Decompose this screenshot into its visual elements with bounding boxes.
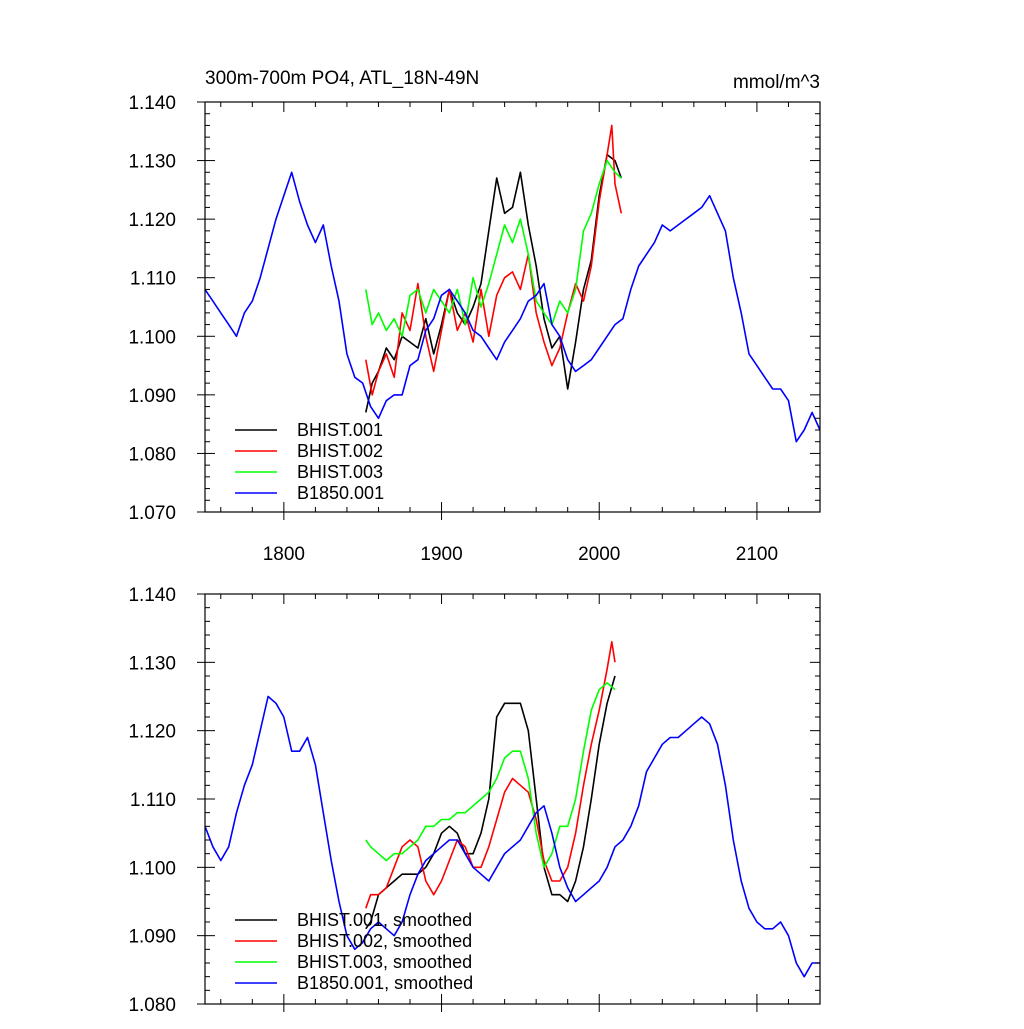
legend-label: BHIST.002 (297, 441, 383, 461)
legend-label: B1850.001, smoothed (297, 973, 473, 993)
x-tick-label: 2000 (578, 544, 620, 565)
units-label: mmol/m^3 (733, 72, 820, 93)
y-tick-label: 1.090 (128, 386, 176, 407)
x-tick-label: 1900 (420, 544, 462, 565)
series-line-1 (365, 124, 623, 396)
y-tick-label: 1.070 (128, 503, 176, 524)
legend-label: BHIST.001 (297, 420, 383, 440)
y-tick-label: 1.080 (128, 995, 176, 1016)
y-tick-label: 1.140 (128, 93, 176, 114)
plot-frame (204, 101, 821, 513)
legend-label: BHIST.001, smoothed (297, 910, 472, 930)
x-tick-label: 2100 (736, 544, 778, 565)
series-line-1 (365, 641, 616, 909)
y-tick-label: 1.090 (128, 927, 176, 948)
y-tick-label: 1.100 (128, 327, 176, 348)
y-tick-label: 1.120 (128, 210, 176, 231)
series-line-2 (365, 159, 622, 338)
y-tick-label: 1.130 (128, 152, 176, 173)
y-tick-label: 1.110 (130, 790, 176, 811)
legend-label: BHIST.003, smoothed (297, 952, 472, 972)
x-tick-label: 1800 (263, 544, 305, 565)
bottom-panel: 1.080 1.090 1.100 1.110 1.120 1.130 1.140 BHIST… (128, 585, 821, 1016)
y-tick-label: 1.100 (128, 858, 176, 879)
legend-label: BHIST.003 (297, 462, 383, 482)
y-tick-label: 1.140 (128, 585, 176, 606)
y-tick-label: 1.080 (128, 444, 176, 465)
series-line-0 (365, 153, 623, 413)
chart-title: 300m-700m PO4, ATL_18N-49N (205, 68, 479, 89)
y-tick-label: 1.130 (128, 653, 176, 674)
legend-label: BHIST.002, smoothed (297, 931, 472, 951)
series-line-3 (205, 171, 820, 443)
legend-label: B1850.001 (297, 483, 384, 503)
series-line-2 (365, 682, 616, 869)
y-tick-label: 1.120 (128, 722, 176, 743)
top-panel: 1800 1900 2000 2100 1.070 1.080 1.090 1.100 1.11… (128, 93, 821, 565)
series-line-0 (365, 675, 616, 930)
series-line-3 (205, 695, 820, 978)
y-tick-label: 1.110 (130, 269, 176, 290)
